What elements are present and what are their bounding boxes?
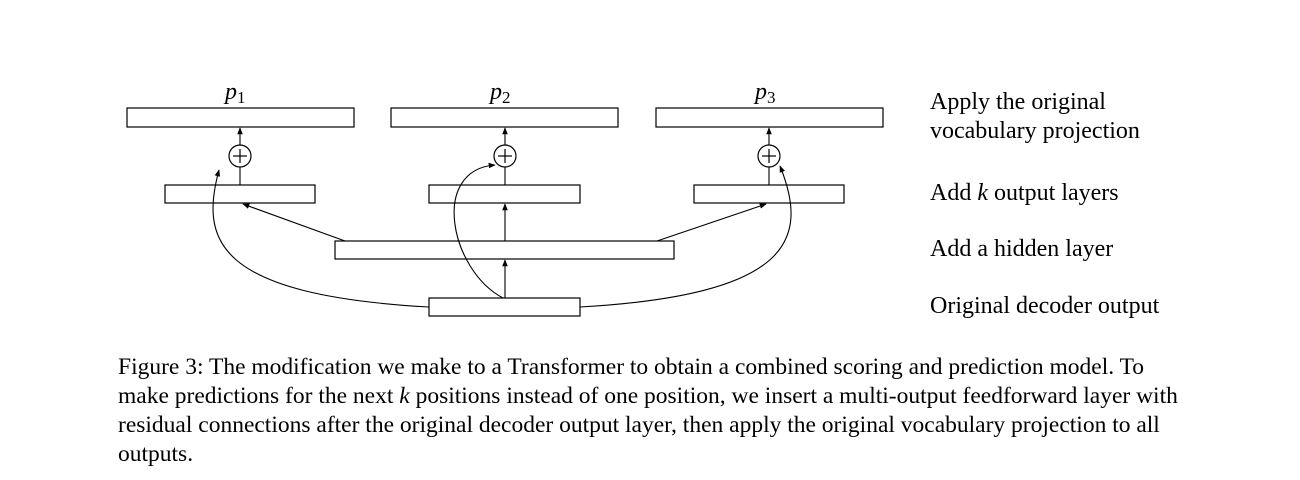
decoder-output-box xyxy=(428,297,581,317)
output-label-p2: p2 xyxy=(488,79,511,107)
arrow-hidden-to-output-1 xyxy=(242,203,346,242)
output-label-p3: p3 xyxy=(753,79,776,107)
arrow-hidden-to-output-3 xyxy=(656,203,767,242)
residual-add-node-2 xyxy=(493,144,517,168)
output-layer-box-1 xyxy=(164,184,316,204)
residual-curve-1 xyxy=(212,169,430,308)
output-layer-box-3 xyxy=(693,184,845,204)
figure-caption: Figure 3: The modification we make to a … xyxy=(118,354,1178,467)
residual-curve-2 xyxy=(453,162,504,299)
label-vocab-projection-line1: Apply the original xyxy=(930,89,1106,115)
label-output-layers: Add k output layers xyxy=(930,180,1119,206)
output-label-p1: p1 xyxy=(223,79,246,107)
label-decoder-output: Original decoder output xyxy=(930,293,1160,319)
residual-add-node-1 xyxy=(228,144,252,168)
hidden-layer-box xyxy=(334,240,675,260)
output-layer-box-2 xyxy=(428,184,581,204)
label-hidden-layer: Add a hidden layer xyxy=(930,236,1113,262)
vocab-projection-box-3 xyxy=(655,107,884,128)
residual-curve-3 xyxy=(579,165,792,308)
vocab-projection-box-2 xyxy=(390,107,619,128)
residual-add-node-3 xyxy=(757,144,781,168)
vocab-projection-box-1 xyxy=(126,107,355,128)
label-vocab-projection-line2: vocabulary projection xyxy=(930,118,1140,144)
